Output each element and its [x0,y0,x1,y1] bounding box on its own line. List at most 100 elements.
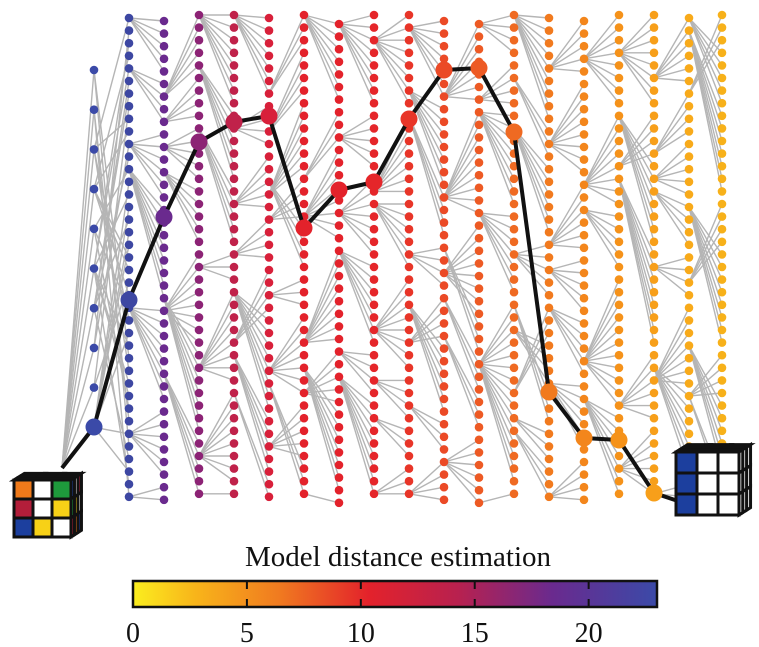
edge [443,247,480,327]
node [717,187,727,196]
node [229,262,239,272]
node [579,369,589,379]
node [299,73,309,83]
edge [233,291,270,346]
node [579,356,589,366]
node [474,296,484,306]
node [89,264,99,273]
node [194,401,204,410]
edge [128,17,165,72]
node [614,10,624,20]
edge [583,398,620,419]
node [474,410,484,419]
edge [548,33,585,69]
edge [268,27,305,94]
node [369,250,379,259]
edge [513,14,550,69]
node [717,300,727,310]
edge [268,354,305,372]
edge [338,212,375,255]
edge [338,250,375,318]
node [649,124,659,133]
node [194,61,204,70]
edge [268,278,305,296]
node [264,139,274,149]
node [509,325,519,335]
edge [478,493,515,504]
node [369,23,379,32]
node [334,498,344,508]
node [717,287,727,297]
node [544,114,554,124]
edge [478,212,515,268]
node [509,35,519,45]
edge [373,39,410,66]
edge [338,212,375,230]
node [264,429,274,439]
edge [688,345,723,406]
node [614,187,624,196]
node [159,457,169,467]
edge [653,307,690,381]
node [369,262,379,272]
node [717,413,727,423]
node [439,457,449,467]
node [404,413,414,423]
edge [373,379,410,394]
node [334,422,344,432]
node [194,86,204,95]
edge [443,451,480,463]
edge [583,398,620,457]
node [544,341,554,350]
node [684,341,694,350]
node [509,313,519,322]
edge [163,298,200,431]
edge [163,39,200,97]
node [717,275,727,284]
node [404,363,414,373]
node [404,237,414,247]
node [194,161,204,171]
node [579,382,589,391]
sticker [12,497,35,520]
edge [338,250,375,281]
node [159,243,169,253]
node [229,174,239,184]
node [579,293,589,303]
node [649,401,659,410]
node [509,161,519,171]
edge [443,297,480,378]
edge [478,329,515,365]
edge [163,373,200,444]
node [334,410,344,419]
node [264,379,274,388]
edge [478,212,515,218]
node [404,325,414,335]
node [264,164,274,174]
edge [443,36,480,97]
edge [653,367,690,397]
node [369,401,379,410]
edge [303,300,340,344]
node [229,426,239,436]
edge [653,256,690,268]
tick-label: 10 [347,618,375,647]
node [229,98,239,108]
node [649,111,659,121]
edge [513,128,550,195]
edge [61,189,95,469]
edge [373,203,410,230]
node [264,442,274,451]
edge [303,367,340,441]
node [544,127,554,136]
node [159,407,169,416]
node [509,300,519,310]
node [717,35,727,45]
edge [443,461,480,479]
edge [548,269,585,287]
edge [338,203,375,214]
node [124,101,134,111]
node [717,224,727,234]
node [159,167,169,177]
edge [93,188,130,271]
